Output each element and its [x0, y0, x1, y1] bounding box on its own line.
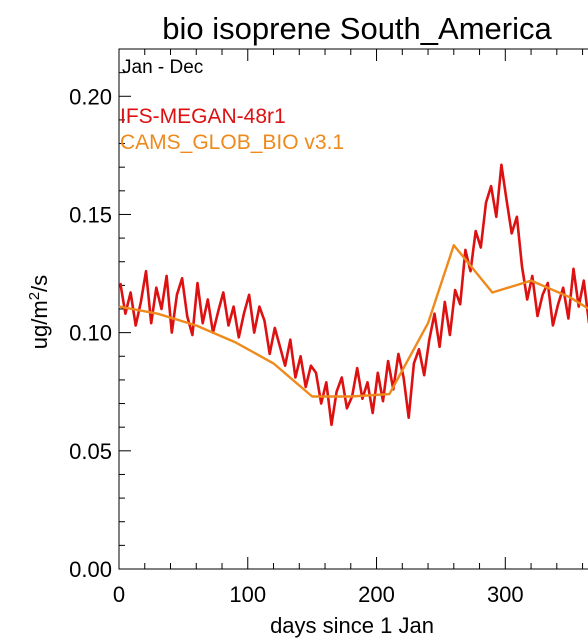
series-line-cams-glob-bio — [118, 243, 588, 398]
y-axis-label-exp: 2 — [26, 292, 43, 300]
y-tick-label: 0.00 — [69, 557, 112, 582]
x-tick-label: 0 — [113, 582, 125, 607]
series-layer — [118, 163, 588, 427]
axis-ticks: 0 100 200 300 0.00 0.05 0.10 0.15 0.20 — [69, 48, 584, 607]
series-line-ifs-megan — [119, 163, 588, 427]
x-tick-label: 200 — [358, 582, 395, 607]
y-axis-label: ug/m2/s — [26, 275, 53, 349]
y-tick-label: 0.05 — [69, 439, 112, 464]
y-tick-label: 0.20 — [69, 84, 112, 109]
legend-item-cams-glob-bio: CAMS_GLOB_BIO v3.1 — [120, 131, 344, 154]
x-tick-label: 300 — [487, 582, 524, 607]
y-tick-label: 0.10 — [69, 321, 112, 346]
x-tick-label: 100 — [229, 582, 266, 607]
chart-subtitle: Jan - Dec — [122, 57, 203, 78]
plot-area: 0 100 200 300 0.00 0.05 0.10 0.15 0.20 — [69, 48, 588, 607]
x-axis-label: days since 1 Jan — [270, 613, 434, 638]
chart-title: bio isoprene South_America — [162, 11, 552, 46]
y-tick-label: 0.15 — [69, 202, 112, 227]
legend-item-ifs-megan: IFS-MEGAN-48r1 — [120, 105, 286, 128]
